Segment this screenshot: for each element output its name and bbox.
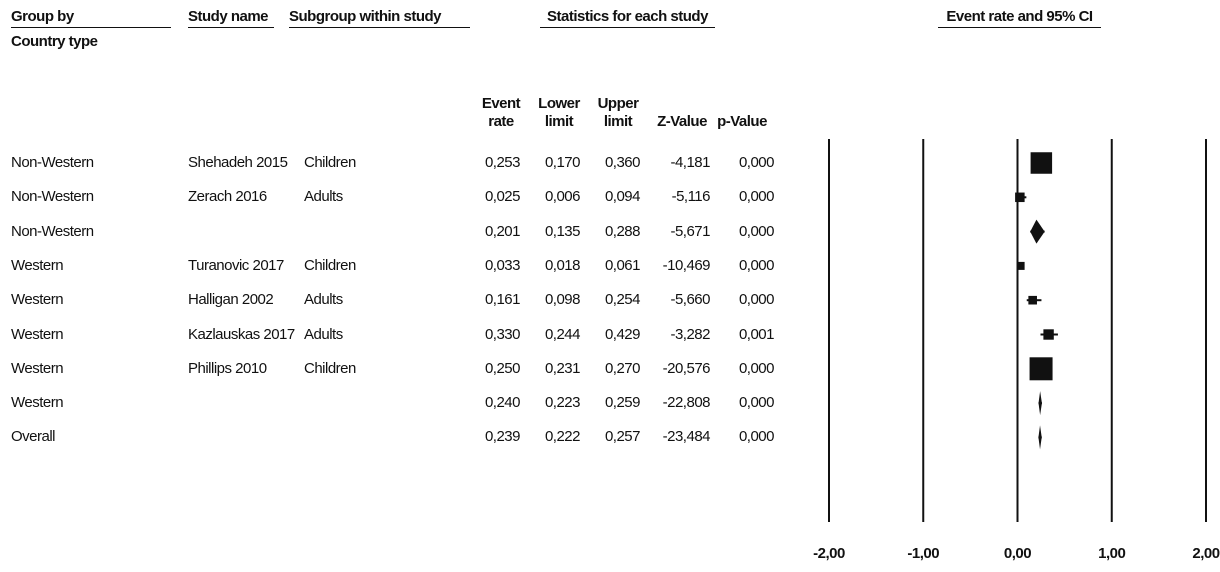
x-tick-label: 1,00 (1098, 545, 1126, 562)
cell-event-rate: 0,253 (484, 154, 521, 171)
cell-upper-limit: 0,094 (604, 188, 641, 206)
cell-study-name: Kazlauskas 2017 (188, 325, 295, 343)
cell-group: Non-Western (11, 222, 94, 240)
summary-diamond (1030, 219, 1045, 244)
cell-lower-limit: 0,006 (544, 188, 581, 206)
cell-z-value: -23,484 (662, 428, 711, 446)
col-lower-limit: Lower limit (538, 95, 580, 130)
col-z-value: Z-Value (657, 113, 707, 130)
cell-group: Overall (11, 428, 56, 446)
cell-subgroup: Adults (304, 325, 343, 343)
cell-lower-limit: 0,223 (544, 394, 581, 412)
summary-diamond (1038, 391, 1042, 416)
cell-group: Non-Western (11, 188, 94, 206)
cell-subgroup: Children (304, 154, 356, 171)
cell-z-value: -5,116 (671, 188, 711, 206)
cell-z-value: -5,671 (670, 222, 710, 240)
cell-lower-limit: 0,222 (544, 428, 581, 446)
cell-event-rate: 0,025 (484, 188, 521, 206)
x-tick-label: -2,00 (813, 545, 845, 562)
header-study-name: Study name (188, 8, 274, 28)
col-event-rate: Event rate (481, 95, 521, 130)
cell-lower-limit: 0,170 (544, 154, 581, 171)
cell-upper-limit: 0,257 (604, 428, 641, 446)
cell-subgroup: Adults (304, 291, 343, 309)
point-estimate-square (1030, 152, 1053, 174)
cell-event-rate: 0,161 (484, 291, 521, 309)
cell-p-value: 0,000 (738, 291, 775, 309)
summary-diamond (1038, 425, 1042, 450)
cell-study-name: Turanovic 2017 (188, 256, 284, 274)
cell-upper-limit: 0,270 (604, 359, 641, 377)
header-subgroup: Subgroup within study (289, 8, 470, 28)
cell-event-rate: 0,201 (484, 222, 521, 240)
col-upper-limit: Upper limit (597, 95, 639, 130)
cell-upper-limit: 0,259 (604, 394, 641, 412)
point-estimate-square (1028, 295, 1037, 305)
cell-z-value: -4,181 (670, 154, 710, 171)
cell-p-value: 0,000 (738, 222, 775, 240)
cell-lower-limit: 0,018 (544, 256, 581, 274)
point-estimate-square (1029, 357, 1053, 381)
cell-z-value: -10,469 (662, 256, 711, 274)
cell-subgroup: Children (304, 359, 356, 377)
cell-p-value: 0,000 (738, 428, 775, 446)
cell-upper-limit: 0,288 (604, 222, 641, 240)
cell-study-name: Shehadeh 2015 (188, 154, 288, 171)
cell-upper-limit: 0,429 (604, 325, 641, 343)
cell-group: Western (11, 256, 64, 274)
cell-upper-limit: 0,360 (604, 154, 641, 171)
cell-p-value: 0,000 (738, 394, 775, 412)
cell-z-value: -5,660 (670, 291, 710, 309)
cell-study-name: Zerach 2016 (188, 188, 267, 206)
cell-p-value: 0,000 (738, 154, 775, 171)
header-event-rate-ci: Event rate and 95% CI (938, 8, 1101, 28)
x-tick-label: 2,00 (1192, 545, 1220, 562)
cell-lower-limit: 0,135 (544, 222, 581, 240)
header-country-type: Country type (11, 33, 98, 50)
cell-subgroup: Adults (304, 188, 343, 206)
cell-upper-limit: 0,254 (604, 291, 641, 309)
cell-group: Non-Western (11, 154, 94, 171)
header-statistics: Statistics for each study (540, 8, 715, 28)
cell-event-rate: 0,240 (484, 394, 521, 412)
x-tick-label: 0,00 (1003, 545, 1032, 562)
cell-group: Western (11, 325, 64, 343)
cell-event-rate: 0,250 (484, 359, 521, 377)
cell-group: Western (11, 291, 64, 309)
cell-group: Western (11, 359, 64, 377)
cell-p-value: 0,000 (738, 256, 775, 274)
col-p-value: p-Value (717, 113, 767, 130)
cell-lower-limit: 0,244 (544, 325, 581, 343)
cell-study-name: Phillips 2010 (188, 359, 267, 377)
point-estimate-square (1015, 192, 1025, 203)
cell-subgroup: Children (304, 256, 356, 274)
cell-z-value: -22,808 (662, 394, 711, 412)
x-tick-label: -1,00 (907, 545, 940, 562)
point-estimate-square (1043, 329, 1054, 340)
cell-study-name: Halligan 2002 (188, 291, 274, 309)
cell-event-rate: 0,330 (484, 325, 521, 343)
cell-event-rate: 0,239 (484, 428, 521, 446)
cell-z-value: -3,282 (670, 325, 710, 343)
cell-lower-limit: 0,231 (544, 359, 581, 377)
header-group-by: Group by (11, 8, 171, 28)
cell-lower-limit: 0,098 (544, 291, 581, 309)
cell-p-value: 0,000 (738, 359, 775, 377)
cell-upper-limit: 0,061 (604, 256, 641, 274)
cell-p-value: 0,001 (738, 325, 775, 343)
point-estimate-square (1016, 261, 1025, 270)
cell-p-value: 0,000 (738, 188, 775, 206)
cell-z-value: -20,576 (662, 359, 711, 377)
cell-event-rate: 0,033 (484, 256, 521, 274)
cell-group: Western (11, 394, 64, 412)
